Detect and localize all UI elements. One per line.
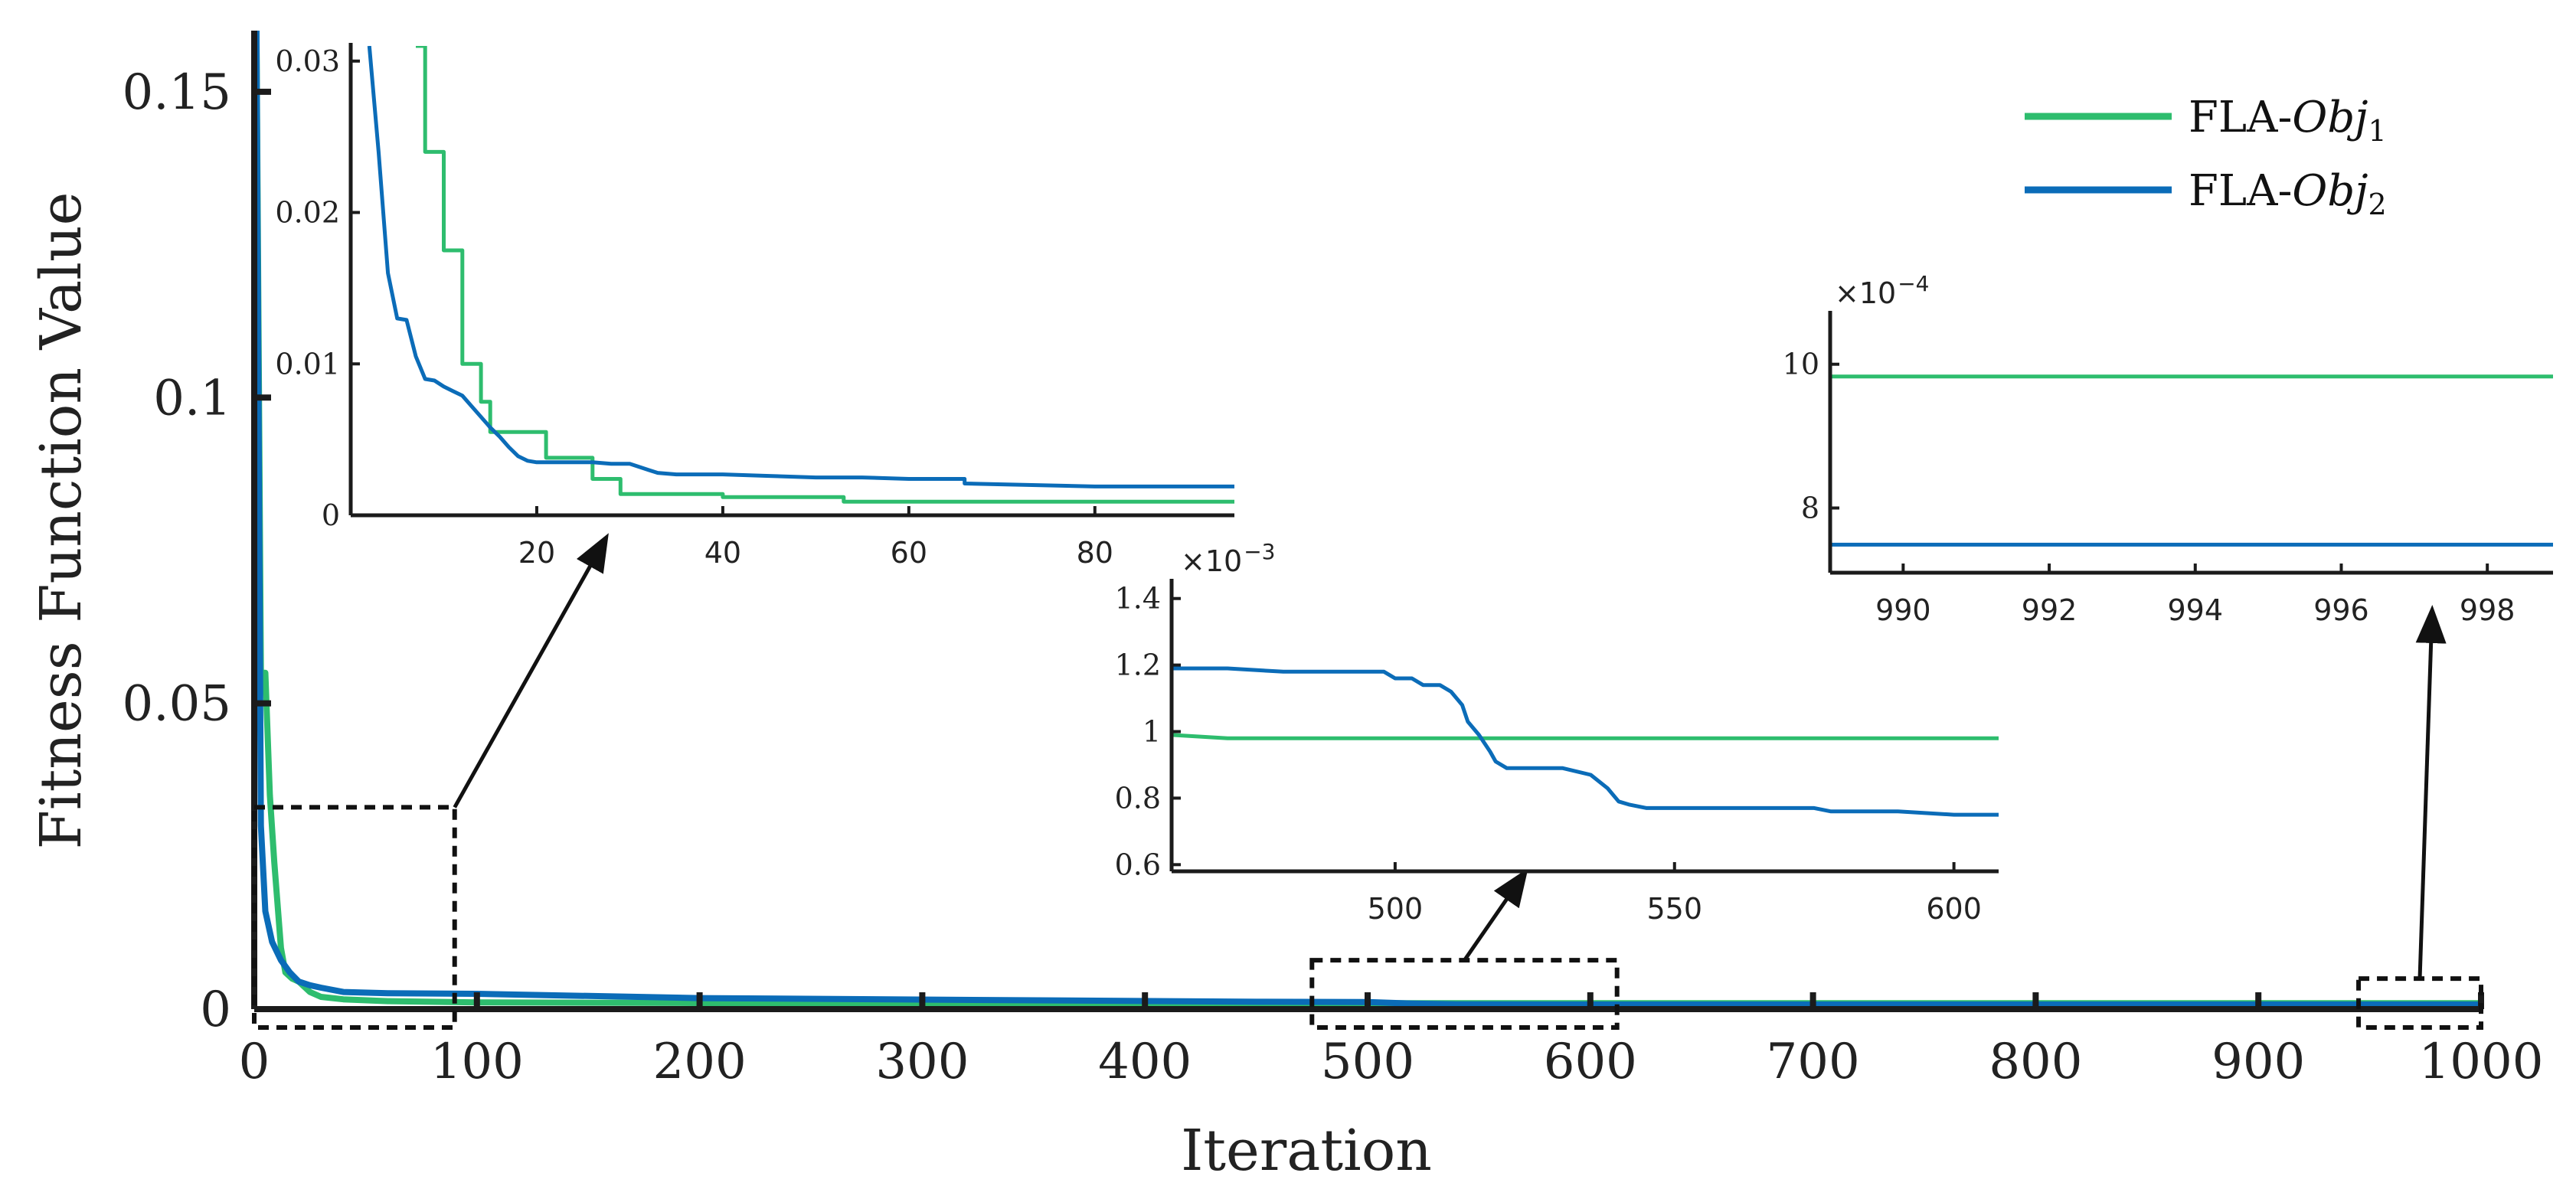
zoom-arrow-1: [453, 533, 609, 809]
main-x-tick-label: 600: [1544, 1034, 1637, 1090]
main-x-tick-label: 400: [1098, 1034, 1192, 1090]
inset-series-group: [367, 46, 1234, 504]
inset-y-tick-label: 0.8: [1115, 781, 1161, 815]
inset-y-tick-label: 1: [1143, 715, 1161, 749]
main-x-tick-label: 900: [2212, 1034, 2305, 1090]
inset-series-line-obj2: [367, 46, 1234, 488]
inset-background: [351, 46, 1234, 515]
legend-label-variable: Obj: [2292, 93, 2368, 142]
inset-x-tick-label: 998: [2460, 593, 2516, 627]
legend-label-prefix: FLA-: [2189, 93, 2292, 142]
inset-y-tick-label: 0: [322, 498, 340, 532]
zoom-arrow-3: [2415, 605, 2447, 979]
main-x-tick-label: 300: [875, 1034, 969, 1090]
legend-label-subscript: 1: [2368, 114, 2387, 148]
inset-x-tick-label: 20: [518, 536, 555, 570]
inset-x-tick-label: 600: [1926, 892, 1982, 926]
inset-x-tick-label: 994: [2168, 593, 2224, 627]
main-x-tick-label: 800: [1989, 1034, 2082, 1090]
inset-series-group: [1172, 666, 1999, 817]
inset-y-tick-label: 1.2: [1115, 649, 1161, 682]
legend-label-prefix: FLA-: [2189, 166, 2292, 216]
main-series-line-obj2: [253, 30, 2481, 1008]
inset-x-tick-label: 60: [891, 536, 927, 570]
main-x-tick-label: 0: [239, 1034, 270, 1090]
inset-series-line-obj1: [1172, 733, 1999, 740]
main-y-tick-label: 0: [200, 982, 231, 1038]
inset-3: 990 992 994 996 998 8 10 ×10 −4: [1783, 271, 2553, 627]
inset-series-line-obj2: [1172, 666, 1999, 817]
inset-y-tick-label: 0.02: [275, 196, 340, 230]
inset-exponent-base: ×10: [1835, 276, 1896, 310]
main-x-tick-label: 1000: [2419, 1034, 2544, 1090]
inset-y-tick-label: 1.4: [1115, 582, 1161, 616]
inset-x-tick-label: 990: [1875, 593, 1931, 627]
inset-y-tick-label: 0.01: [275, 347, 340, 381]
main-y-tick-label: 0.05: [123, 676, 232, 733]
inset-x-tick-label: 996: [2313, 593, 2369, 627]
inset-x-tick-label: 550: [1646, 892, 1702, 926]
inset-exponent-power: −3: [1244, 539, 1275, 564]
inset-y-tick-label: 8: [1801, 492, 1819, 525]
main-x-tick-label: 500: [1321, 1034, 1414, 1090]
inset-x-tick-label: 80: [1077, 536, 1113, 570]
legend-label-obj2: FLA-Obj2: [2189, 166, 2387, 221]
inset-series-group: [1830, 374, 2553, 547]
main-x-tick-label: 200: [653, 1034, 747, 1090]
inset-x-tick-label: 500: [1368, 892, 1424, 926]
x-axis-title: Iteration: [1181, 1118, 1432, 1184]
inset-exponent-power: −4: [1898, 271, 1929, 296]
inset-background: [1172, 582, 1999, 871]
main-axes: 0 100 200 300 400 500 600 700 800 900 100000.050.1…: [28, 30, 2544, 1184]
inset-series-line-obj1: [416, 46, 1234, 504]
main-y-tick-label: 0.1: [153, 370, 231, 426]
inset-x-tick-label: 992: [2022, 593, 2077, 627]
inset-1: 20 40 60 80 0 0.01 0.02 0.03: [275, 43, 1234, 570]
inset-background: [1830, 314, 2553, 573]
inset-y-tick-label: 0.6: [1115, 848, 1161, 881]
inset-exponent-base: ×10: [1181, 544, 1242, 578]
legend-label-subscript: 2: [2368, 188, 2387, 221]
inset-2: 500 550 600 0.6 0.8 1 1.2 1.4 ×10 −3: [1115, 539, 1999, 926]
zoom-box-1: [252, 805, 457, 1030]
zoom-arrow-2: [1463, 867, 1528, 962]
y-axis-title: Fitness Function Value: [28, 192, 94, 850]
inset-x-tick-label: 40: [704, 536, 741, 570]
main-y-tick-label: 0.15: [123, 64, 232, 121]
legend-label-obj1: FLA-Obj1: [2189, 93, 2387, 148]
legend-label-variable: Obj: [2292, 166, 2368, 216]
inset-y-tick-label: 10: [1783, 348, 1819, 381]
main-x-tick-label: 100: [430, 1034, 524, 1090]
legend-background: [2006, 86, 2450, 216]
main-x-tick-label: 700: [1767, 1034, 1860, 1090]
zoom-box-2: [1309, 958, 1620, 1030]
inset-y-tick-label: 0.03: [275, 44, 340, 78]
